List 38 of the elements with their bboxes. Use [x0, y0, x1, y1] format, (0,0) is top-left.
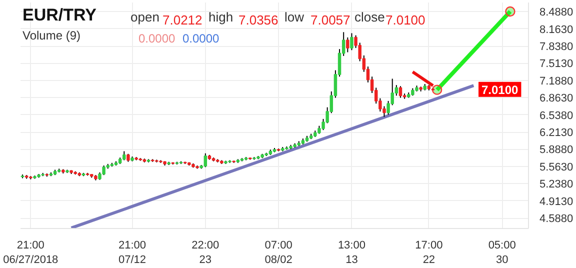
y-tick-label: 5.2380 [540, 178, 574, 191]
chart-title: EUR/TRY [22, 6, 98, 24]
annotation: Volume (9) [22, 28, 81, 42]
y-tick-label: 6.5380 [540, 110, 574, 122]
annotation: 7.0100 [386, 12, 426, 28]
annotation: 0.0000 [182, 32, 220, 46]
x-tick-label: 07:00 08/02 [264, 240, 292, 266]
y-tick-label: 6.2130 [540, 127, 574, 140]
annotation: 7.0100 [482, 82, 519, 97]
annotation: 7.0356 [238, 12, 278, 28]
x-tick-label: 05:00 30 [488, 240, 516, 266]
candlestick [398, 86, 402, 98]
y-tick-label: 6.8630 [540, 92, 574, 105]
x-tick-label: 17:00 22 [415, 240, 443, 266]
x-tick-label: 13:00 13 [338, 240, 366, 266]
candlestick [346, 36, 350, 53]
y-tick-label: 4.5880 [540, 213, 574, 226]
annotation: 7.0057 [310, 12, 350, 28]
annotation: 0.0000 [138, 32, 176, 46]
annotation: low [284, 10, 305, 24]
y-tick-label: 8.4880 [540, 6, 574, 19]
y-tick-label: 5.8880 [540, 144, 574, 156]
y-tick-label: 4.9130 [540, 196, 574, 208]
x-tick-label: 21:00 06/27/2018 [3, 240, 58, 266]
candlestick [350, 32, 354, 51]
y-tick-label: 7.1880 [540, 75, 574, 88]
annotation: close [354, 10, 385, 24]
annotation: high [208, 10, 234, 24]
annotation: open [130, 10, 160, 24]
x-tick-label: 21:00 07/12 [118, 240, 146, 266]
y-tick-label: 7.5130 [540, 58, 574, 70]
y-tick-label: 7.8380 [540, 41, 574, 54]
candlestick [204, 152, 208, 168]
y-tick-label: 5.5630 [540, 161, 574, 174]
candlestick [102, 165, 106, 176]
annotation: 7.0212 [162, 12, 202, 28]
x-tick-label: 22:00 23 [192, 240, 220, 266]
y-tick-label: 8.1630 [540, 24, 574, 36]
